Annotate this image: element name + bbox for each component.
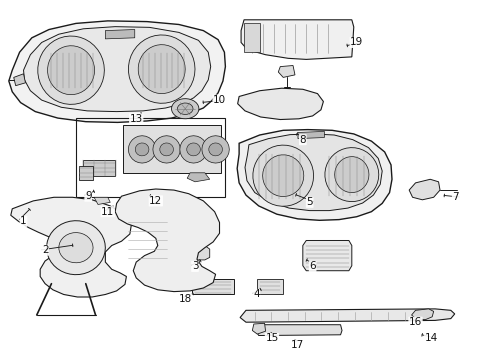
Polygon shape: [115, 189, 220, 292]
Polygon shape: [153, 136, 180, 163]
Polygon shape: [79, 166, 93, 180]
Text: 17: 17: [291, 340, 305, 350]
Polygon shape: [263, 155, 304, 197]
Polygon shape: [105, 30, 135, 39]
Text: 3: 3: [192, 261, 198, 271]
Polygon shape: [256, 325, 342, 336]
Text: 14: 14: [424, 333, 438, 343]
Polygon shape: [9, 21, 225, 122]
Polygon shape: [47, 221, 105, 275]
Polygon shape: [412, 309, 434, 320]
Polygon shape: [209, 143, 222, 156]
Polygon shape: [38, 36, 104, 104]
Polygon shape: [241, 20, 354, 59]
Polygon shape: [237, 130, 392, 220]
Text: 9: 9: [85, 191, 92, 201]
Text: 12: 12: [149, 196, 163, 206]
Polygon shape: [128, 35, 195, 103]
Polygon shape: [325, 148, 379, 202]
Polygon shape: [252, 323, 266, 334]
Polygon shape: [128, 136, 156, 163]
Text: 13: 13: [129, 114, 143, 124]
Polygon shape: [187, 173, 210, 182]
Polygon shape: [59, 233, 93, 263]
Polygon shape: [172, 99, 199, 119]
Text: 2: 2: [42, 245, 49, 255]
Polygon shape: [180, 136, 207, 163]
Text: 11: 11: [101, 207, 115, 217]
Polygon shape: [94, 197, 110, 204]
Text: 5: 5: [306, 197, 313, 207]
Polygon shape: [138, 45, 185, 94]
Polygon shape: [83, 160, 115, 176]
Polygon shape: [303, 240, 352, 271]
Polygon shape: [48, 46, 95, 95]
Polygon shape: [192, 279, 234, 294]
Polygon shape: [278, 66, 295, 77]
Polygon shape: [177, 103, 193, 114]
Text: 18: 18: [178, 294, 192, 304]
Text: 19: 19: [350, 37, 364, 48]
Polygon shape: [253, 145, 314, 206]
Polygon shape: [409, 179, 440, 200]
Polygon shape: [191, 246, 210, 260]
Text: 16: 16: [409, 317, 422, 327]
Polygon shape: [257, 279, 283, 294]
Polygon shape: [160, 143, 173, 156]
Polygon shape: [24, 27, 211, 112]
Text: 15: 15: [265, 333, 279, 343]
Polygon shape: [11, 197, 131, 297]
Polygon shape: [298, 131, 324, 139]
Text: 10: 10: [213, 95, 226, 105]
Text: 8: 8: [299, 135, 306, 145]
Polygon shape: [245, 134, 382, 211]
Polygon shape: [244, 23, 260, 52]
Polygon shape: [14, 74, 25, 86]
Polygon shape: [187, 143, 200, 156]
Text: 6: 6: [309, 261, 316, 271]
Polygon shape: [335, 157, 369, 193]
Polygon shape: [238, 88, 323, 120]
Text: 7: 7: [452, 192, 459, 202]
Polygon shape: [240, 309, 455, 322]
Polygon shape: [135, 143, 149, 156]
Polygon shape: [202, 136, 229, 163]
Text: 4: 4: [253, 289, 260, 300]
Text: 1: 1: [20, 216, 27, 226]
Polygon shape: [122, 125, 220, 173]
